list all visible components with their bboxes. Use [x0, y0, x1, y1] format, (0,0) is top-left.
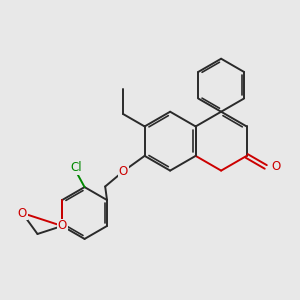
Text: O: O [18, 206, 27, 220]
Text: O: O [271, 160, 280, 173]
Text: Cl: Cl [70, 161, 82, 175]
Text: O: O [119, 165, 128, 178]
Text: O: O [58, 220, 67, 232]
